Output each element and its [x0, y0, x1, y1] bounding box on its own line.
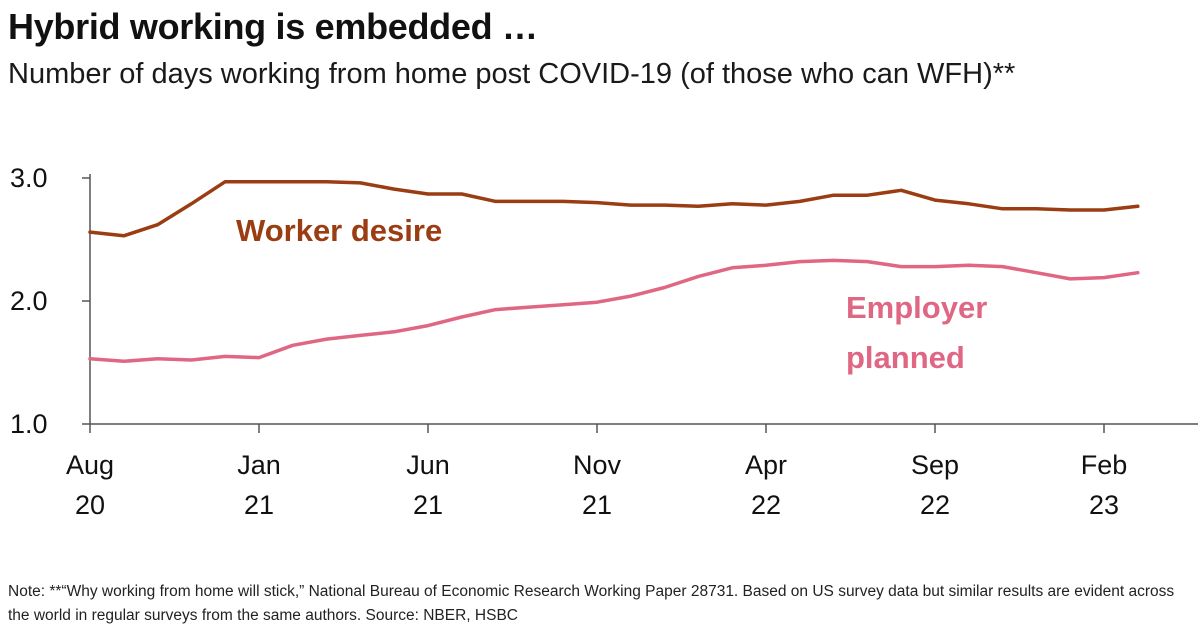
x-tick-label-year: 21: [582, 490, 612, 520]
y-tick-label: 3.0: [10, 163, 48, 193]
series-line-employer-planned: [88, 258, 1140, 364]
series-label-employer-planned-line2: planned: [846, 340, 965, 375]
x-tick-label-month: Jun: [406, 450, 450, 480]
chart-subtitle: Number of days working from home post CO…: [8, 58, 1016, 90]
series-label-worker-desire: Worker desire: [236, 213, 442, 248]
x-tick-label-year: 22: [920, 490, 950, 520]
chart-axes: 1.0 2.0 3.0 Aug 20 Jan 21 Jun 21 Nov 21 Apr 22 Sep 22 F…: [10, 163, 1198, 520]
x-tick-label-year: 20: [75, 490, 105, 520]
source-note: Note: **“Why working from home will stic…: [8, 583, 1175, 624]
x-tick-label-year: 21: [413, 490, 443, 520]
x-tick-label-month: Feb: [1081, 450, 1128, 480]
x-tick-label-month: Apr: [745, 450, 787, 480]
x-tick-label-year: 21: [244, 490, 274, 520]
chart-series: [88, 179, 1140, 364]
x-tick-label-month: Sep: [911, 450, 959, 480]
x-tick-label-month: Aug: [66, 450, 114, 480]
x-tick-label-year: 23: [1089, 490, 1119, 520]
x-tick-label-month: Jan: [237, 450, 281, 480]
y-tick-label: 1.0: [10, 409, 48, 439]
x-tick-label-month: Nov: [573, 450, 622, 480]
line-chart: 1.0 2.0 3.0 Aug 20 Jan 21 Jun 21 Nov 21 Apr 22 Sep 22 F…: [10, 163, 1198, 520]
x-tick-label-year: 22: [751, 490, 781, 520]
y-tick-label: 2.0: [10, 286, 48, 316]
chart-title: Hybrid working is embedded …: [8, 6, 538, 47]
series-label-employer-planned-line1: Employer: [846, 290, 987, 325]
series-line-worker-desire: [88, 179, 1140, 238]
